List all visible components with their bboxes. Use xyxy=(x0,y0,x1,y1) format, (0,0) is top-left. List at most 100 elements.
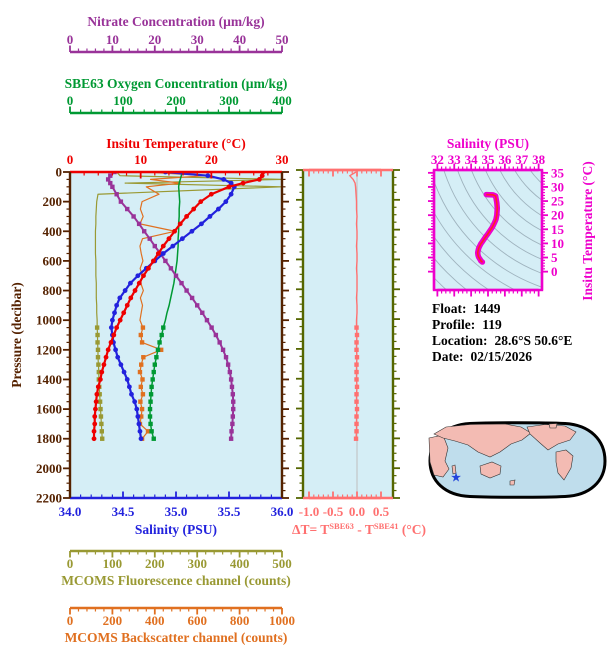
nitrate-marker xyxy=(200,310,205,315)
delta-label-sup1: SBE63 xyxy=(329,521,354,531)
pressure-axis-tick-label: 1200 xyxy=(36,342,62,357)
nitrate-marker xyxy=(189,295,195,301)
fluorescence-axis-tick-label: 100 xyxy=(103,556,123,571)
info-date: Date: 02/15/2026 xyxy=(432,349,532,364)
float-info-block: Float: 1449 Profile: 119 Location: 28.6°S 5… xyxy=(432,301,572,364)
ts-temperature-tick-label: 30 xyxy=(551,179,564,194)
nitrate-marker xyxy=(131,214,136,219)
nitrate-marker xyxy=(213,332,219,338)
oxygen-marker xyxy=(157,340,162,345)
delta-left-border xyxy=(296,169,305,499)
delta-curve xyxy=(349,171,360,441)
nitrate-axis-tick-label: 50 xyxy=(276,32,289,47)
salinity-marker xyxy=(122,288,128,293)
fluorescence-marker xyxy=(100,436,105,441)
delta-panel-area xyxy=(303,170,393,498)
nitrate-marker xyxy=(179,280,184,286)
oxygen-axis-tick-label: 200 xyxy=(166,93,186,108)
nitrate-marker xyxy=(231,399,236,404)
temperature-marker xyxy=(124,302,130,308)
temperature-axis-tick-label: 0 xyxy=(67,152,74,167)
backscatter-marker xyxy=(139,406,145,412)
pressure-axis-tick-label: 2000 xyxy=(36,461,62,476)
ts-temperature-tick-label: 10 xyxy=(551,236,564,251)
fluorescence-marker xyxy=(96,362,101,367)
backscatter-marker xyxy=(137,369,143,375)
nitrate-marker xyxy=(229,384,235,390)
delta-marker xyxy=(354,332,360,338)
oxygen-axis-tick-label: 0 xyxy=(67,93,74,108)
delta-label-part: ΔT= T xyxy=(292,522,329,537)
world-map: ★ xyxy=(428,421,607,499)
backscatter-axis-tick-label: 0 xyxy=(67,613,74,628)
oxygen-marker xyxy=(151,436,156,441)
nitrate-marker xyxy=(152,243,157,249)
backscatter-axis-tick-label: 1000 xyxy=(269,613,295,628)
map-landmass xyxy=(479,461,502,479)
delta-marker xyxy=(354,347,359,353)
salinity-marker xyxy=(108,325,114,330)
pressure-axis-label: Pressure (decibar) xyxy=(9,282,24,388)
salinity-marker xyxy=(121,369,127,375)
backscatter-marker xyxy=(138,332,144,338)
backscatter-marker xyxy=(140,377,145,382)
temperature-marker xyxy=(160,243,166,249)
oxygen-axis: 0 100 200 300 400 xyxy=(67,93,292,115)
fluorescence-marker xyxy=(94,325,100,330)
pressure-axis-right xyxy=(280,171,289,499)
info-float: Float: 1449 xyxy=(432,301,501,316)
ts-temperature-tick-label: 5 xyxy=(551,250,558,265)
salinity-marker xyxy=(135,414,141,419)
backscatter-marker xyxy=(140,392,146,397)
fluorescence-marker xyxy=(97,399,103,404)
nitrate-marker xyxy=(108,173,113,178)
temperature-marker xyxy=(256,177,262,182)
nitrate-marker xyxy=(209,325,214,330)
nitrate-marker xyxy=(108,180,113,186)
backscatter-marker xyxy=(158,347,164,353)
nitrate-marker xyxy=(228,436,234,441)
salinity-marker xyxy=(124,377,130,382)
delta-marker xyxy=(354,384,360,390)
nitrate-axis-tick-label: 40 xyxy=(233,32,246,47)
fluorescence-marker xyxy=(95,347,101,353)
backscatter-marker xyxy=(139,340,145,345)
salinity-marker xyxy=(216,206,221,212)
salinity-marker xyxy=(228,191,234,197)
oxygen-axis-tick-label: 100 xyxy=(113,93,133,108)
ts-temperature-tick-label: 25 xyxy=(551,194,565,209)
plot-backgrounds xyxy=(70,170,542,498)
salinity-axis: 34.0 34.5 35.0 35.5 36.0 xyxy=(59,491,293,519)
map-landmass xyxy=(548,423,558,429)
nitrate-marker xyxy=(225,362,231,367)
salinity-profile xyxy=(108,172,237,442)
oxygen-marker xyxy=(154,355,159,360)
info-profile: Profile: 119 xyxy=(432,317,502,332)
temperature-marker xyxy=(150,258,156,264)
nitrate-marker xyxy=(125,206,130,212)
ts-top-axis-tick-label: 34 xyxy=(465,152,479,167)
nitrate-marker xyxy=(230,421,235,427)
temperature-marker xyxy=(117,317,123,323)
temperature-marker xyxy=(93,399,99,405)
ts-temperature-tick-label: 20 xyxy=(551,208,564,223)
temperature-marker xyxy=(155,251,161,256)
isopycnal-contour xyxy=(540,60,609,180)
fluorescence-axis-tick-label: 500 xyxy=(272,556,292,571)
temperature-marker xyxy=(166,236,172,242)
delta-t-axis-label: ΔT= TSBE63 - TSBE41 (°C) xyxy=(292,521,426,537)
oxygen-axis-tick-label: 400 xyxy=(272,93,292,108)
salinity-marker xyxy=(136,421,142,427)
nitrate-marker xyxy=(204,317,210,323)
delta-marker xyxy=(354,406,360,412)
salinity-marker xyxy=(135,273,141,279)
map-landmass xyxy=(433,423,532,458)
info-date-value: 02/15/2026 xyxy=(470,349,532,364)
oxygen-line xyxy=(149,172,184,439)
delta-line xyxy=(349,171,358,439)
temperature-marker xyxy=(111,332,117,338)
temperature-marker xyxy=(99,369,105,375)
oxygen-marker xyxy=(155,347,161,353)
salinity-marker xyxy=(138,436,144,442)
temperature-marker xyxy=(95,384,101,390)
